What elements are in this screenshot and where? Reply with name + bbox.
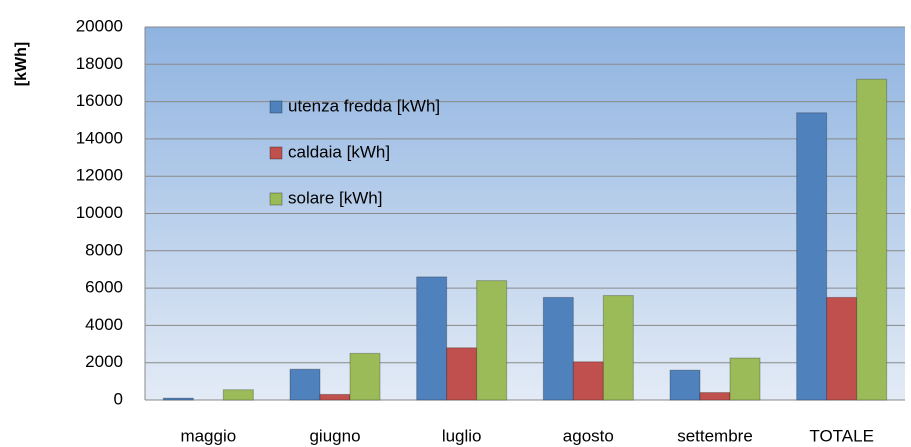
x-tick-label: settembre <box>677 426 753 445</box>
bar <box>416 276 448 401</box>
bar <box>319 393 351 401</box>
y-axis-label: [kWh] <box>13 42 30 86</box>
y-tick-label: 2000 <box>85 352 123 371</box>
bar <box>669 369 701 401</box>
bar <box>826 296 858 401</box>
x-tick-label: TOTALE <box>809 426 874 445</box>
bar <box>446 347 478 401</box>
bar <box>222 389 254 401</box>
bar <box>856 78 888 401</box>
bar <box>476 280 508 401</box>
y-tick-label: 4000 <box>85 315 123 334</box>
legend-label: caldaia [kWh] <box>288 142 390 161</box>
bar <box>796 112 828 401</box>
y-tick-label: 20000 <box>76 16 123 35</box>
y-tick-label: 12000 <box>76 166 123 185</box>
bar <box>349 352 381 401</box>
y-tick-label: 10000 <box>76 203 123 222</box>
legend-swatch <box>269 146 283 160</box>
bar <box>602 295 634 401</box>
y-tick-label: 18000 <box>76 54 123 73</box>
bar <box>699 392 731 401</box>
bar <box>572 361 604 401</box>
x-tick-label: giugno <box>309 426 360 445</box>
x-tick-label: agosto <box>563 426 614 445</box>
legend-swatch <box>269 192 283 206</box>
bar <box>729 357 761 401</box>
x-tick-label: maggio <box>180 426 236 445</box>
y-tick-label: 16000 <box>76 91 123 110</box>
bar <box>542 296 574 401</box>
y-tick-label: 14000 <box>76 128 123 147</box>
x-tick-label: luglio <box>442 426 482 445</box>
legend-label: solare [kWh] <box>288 188 382 207</box>
y-tick-label: 0 <box>114 389 123 408</box>
legend-label: utenza fredda [kWh] <box>288 96 440 115</box>
y-tick-label: 6000 <box>85 278 123 297</box>
y-tick-label: 8000 <box>85 240 123 259</box>
bar <box>289 368 321 401</box>
bar <box>162 397 194 401</box>
legend-swatch <box>269 100 283 114</box>
